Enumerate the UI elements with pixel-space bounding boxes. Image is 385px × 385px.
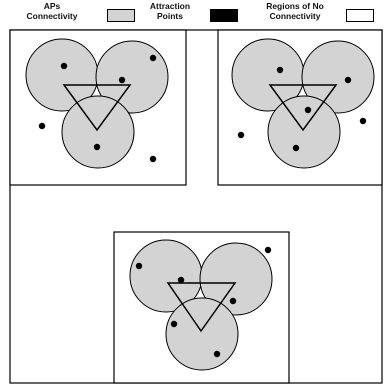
ap-coverage-circle [267,95,341,169]
legend: APs Connectivity Attraction Points Regio… [0,0,385,30]
ap-coverage-circle [199,242,273,316]
legend-swatch-attraction-points [210,9,238,22]
attraction-point [38,122,46,130]
attraction-point [170,320,178,328]
legend-swatch-no-connectivity [346,9,374,22]
scenario-top-right [217,29,383,186]
attraction-point [177,276,185,284]
attraction-point [118,76,126,84]
attraction-point [344,76,352,84]
attraction-point [237,131,245,139]
legend-label-aps-connectivity: APs Connectivity [26,1,78,21]
legend-label-attraction-points: Attraction Points [149,1,191,21]
attraction-point [292,144,300,152]
attraction-point [264,246,272,254]
attraction-point [304,106,312,114]
ap-triangle [166,282,237,333]
ap-coverage-circle [165,297,239,371]
attraction-point [149,54,157,62]
attraction-point [135,262,143,270]
attraction-point [213,350,221,358]
scenario-top-left [9,29,187,186]
ap-coverage-circle [301,40,375,114]
attraction-point [359,117,367,125]
attraction-point [93,143,101,151]
ap-triangle [62,84,132,132]
attraction-point [60,62,68,70]
legend-label-no-connectivity: Regions of No Connectivity [266,1,324,21]
scenario-bottom-center [113,231,290,384]
attraction-point [149,155,157,163]
attraction-point [276,66,284,74]
ap-coverage-circle [61,95,135,169]
attraction-point [229,297,237,305]
ap-triangle [268,84,338,132]
legend-swatch-aps-connectivity [107,9,135,22]
